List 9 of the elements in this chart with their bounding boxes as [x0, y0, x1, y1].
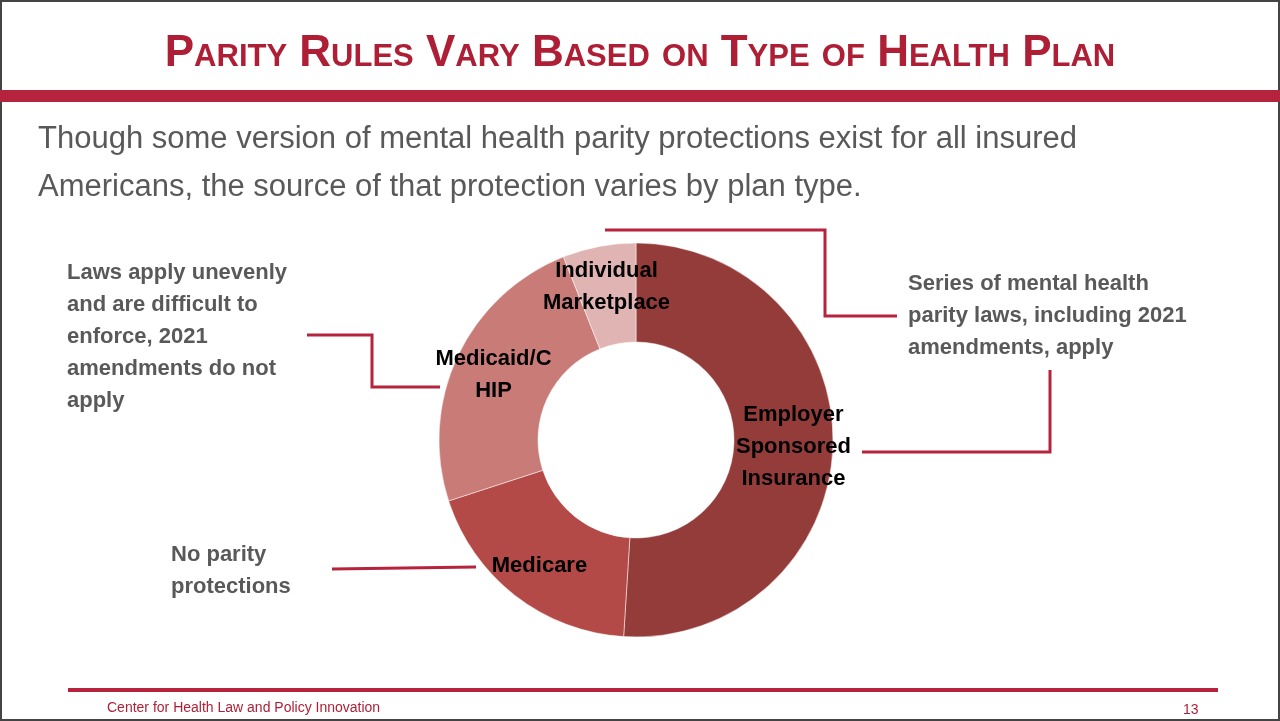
- text: 13: [1183, 701, 1199, 717]
- text: Laws apply unevenly and are difficult to enforce, 2021 amendments do not apply: [67, 259, 288, 412]
- chart-subtitle: Though some version of mental health parity protections exist for all insured Americans, the source of that protection varies by plan type.: [38, 120, 1078, 203]
- chart-title: Parity Rules Vary Based on Type of Health Plan: [164, 26, 1116, 75]
- slice-label: Individual Marketplace: [542, 257, 671, 315]
- text: Series of mental health parity laws, including 2021 amendments, apply: [908, 270, 1187, 359]
- text: Center for Health Law and Policy Innovation: [107, 699, 381, 715]
- slice-label: Medicare: [491, 552, 588, 578]
- text: No parity protections: [171, 541, 291, 598]
